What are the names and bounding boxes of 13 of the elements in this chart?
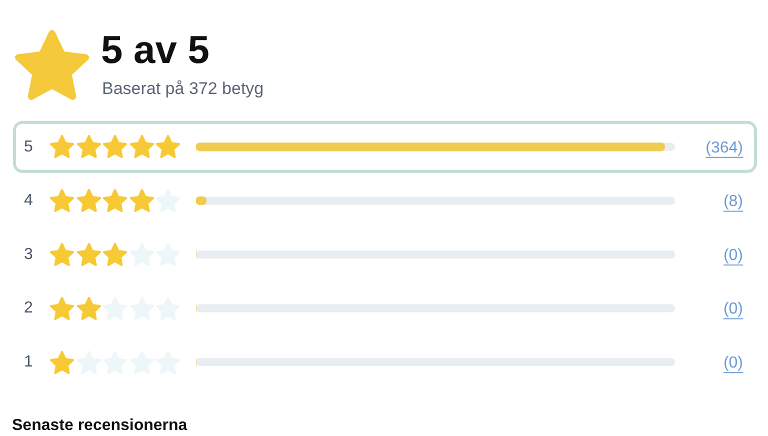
- text: Senaste recensionerna: [12, 417, 188, 434]
- y-tick-label: 5: [24, 138, 33, 156]
- data-label: (0): [723, 300, 743, 318]
- data-label: (0): [723, 246, 743, 264]
- data-label: (0): [723, 354, 743, 372]
- y-tick-label: 2: [24, 300, 33, 317]
- y-tick-label: 3: [24, 246, 33, 263]
- chart-title: 5 av 5: [101, 29, 210, 72]
- data-label: (364): [706, 139, 743, 156]
- y-tick-label: 1: [24, 354, 33, 371]
- chart-subtitle: Baserat på 372 betyg: [102, 79, 264, 98]
- data-label: (8): [723, 193, 743, 210]
- y-tick-label: 4: [24, 192, 33, 210]
